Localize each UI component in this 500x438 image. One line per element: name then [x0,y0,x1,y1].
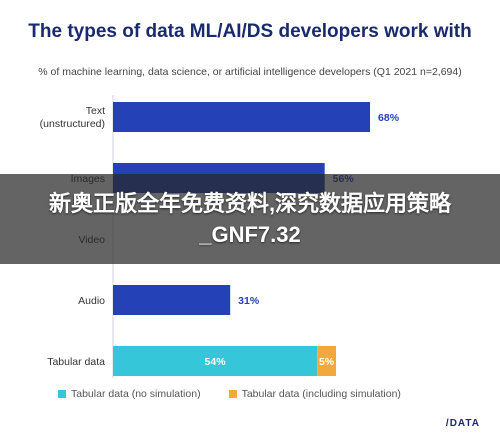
legend-label-no-simulation: Tabular data (no simulation) [71,388,201,400]
legend-item-including-simulation: Tabular data (including simulation) [228,388,401,400]
chart-legend: Tabular data (no simulation) Tabular dat… [58,388,478,400]
value-label: 68% [378,112,400,124]
bar-0 [113,102,371,132]
bar-4 [113,346,318,376]
bar-4-simulation [317,346,337,376]
chart-title: The types of data ML/AI/DS developers wo… [28,21,472,42]
category-label: Text (unstructured) [40,105,105,130]
category-label: Audio [78,295,105,307]
chart-subtitle: % of machine learning, data science, or … [38,66,462,78]
category-label: Tabular data [47,356,105,368]
legend-swatch-no-simulation [58,390,66,398]
value-label: 5% [319,356,335,368]
legend-item-no-simulation: Tabular data (no simulation) [58,388,201,400]
legend-label-including-simulation: Tabular data (including simulation) [241,388,401,400]
bar-3 [113,285,231,315]
watermark-banner: 新奥正版全年免费资料,深究数据应用策略_GNF7.32 [0,174,500,264]
value-label: 54% [205,356,227,368]
value-label: 31% [238,295,260,307]
legend-swatch-including-simulation [228,390,237,398]
brand-logo: /DATA [445,418,480,429]
watermark-text: 新奥正版全年免费资料,深究数据应用策略_GNF7.32 [48,191,452,247]
